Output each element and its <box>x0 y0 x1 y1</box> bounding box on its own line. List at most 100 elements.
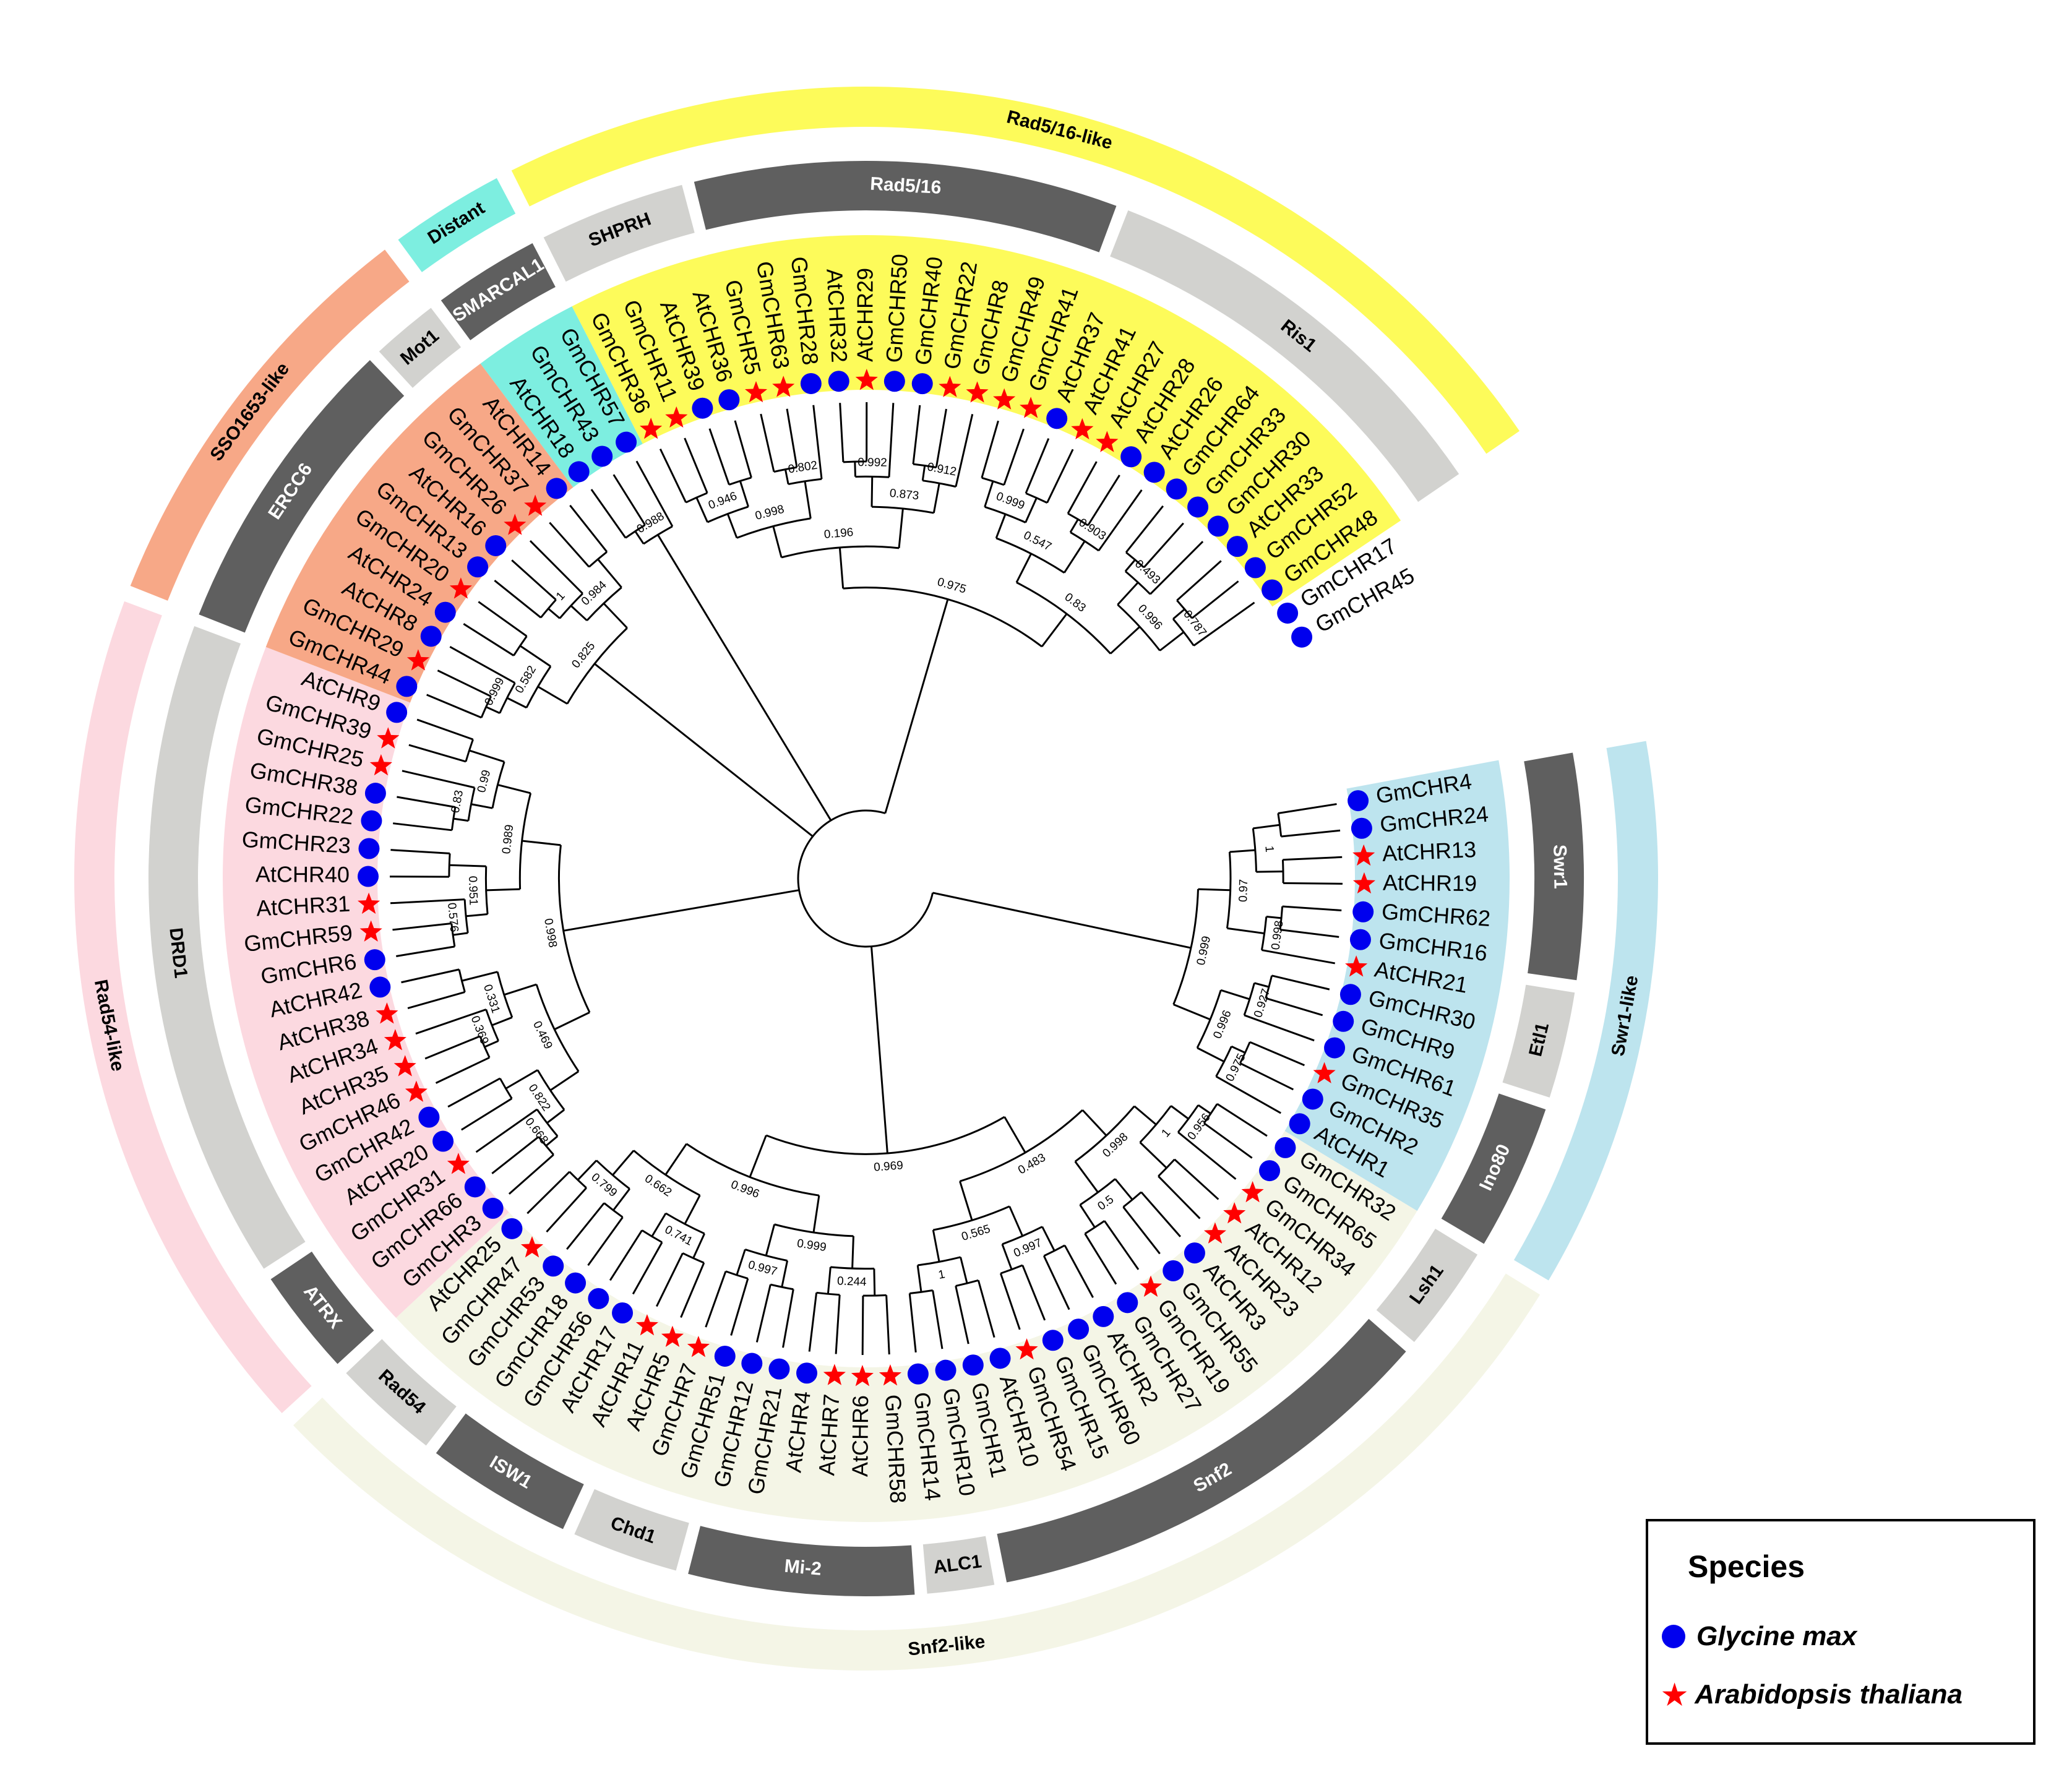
bootstrap-label: 0.996 <box>729 1178 761 1201</box>
glycine-marker-icon <box>546 478 567 499</box>
subfamily-band <box>379 308 462 388</box>
bootstrap-label: 0.912 <box>926 460 958 478</box>
group-band <box>511 87 1520 454</box>
branch-segment <box>782 1289 794 1348</box>
group-band <box>1513 741 1658 1281</box>
arabidopsis-marker-icon <box>635 1314 658 1336</box>
glycine-marker-icon <box>1068 1318 1090 1340</box>
branch-segment <box>1117 582 1139 606</box>
branch-segment <box>1069 518 1079 533</box>
branch-segment <box>739 480 749 507</box>
glycine-marker-icon <box>1349 929 1371 950</box>
branch-segment <box>1256 870 1284 873</box>
bootstrap-label: 0.992 <box>858 456 887 470</box>
branch-segment <box>977 1280 995 1338</box>
branch-segment <box>784 469 789 484</box>
branch-segment <box>730 1278 749 1336</box>
branch-segment <box>570 604 588 621</box>
bootstrap-label: 0.99 <box>475 768 493 794</box>
branch-segment <box>1074 1161 1099 1194</box>
branch-arc <box>1122 1191 1142 1208</box>
subfamily-band <box>436 1413 584 1529</box>
bootstrap-label: 0.83 <box>1062 591 1088 615</box>
arabidopsis-marker-icon <box>524 494 547 516</box>
branch-segment <box>1079 1204 1096 1228</box>
arabidopsis-marker-icon <box>855 369 878 390</box>
bootstrap-label: 0.999 <box>994 490 1026 513</box>
branch-segment <box>984 481 994 507</box>
glycine-marker-icon <box>588 1288 609 1309</box>
bootstrap-label: 0.996 <box>1211 1009 1234 1041</box>
branch-segment <box>1231 1045 1246 1054</box>
branch-segment <box>935 408 947 468</box>
branch-segment <box>491 1016 513 1026</box>
group-label: SSO1653-like <box>206 359 293 465</box>
branch-segment <box>959 1181 973 1221</box>
glycine-marker-icon <box>692 397 713 419</box>
glycine-marker-icon <box>501 1218 523 1239</box>
branch-segment <box>504 983 537 996</box>
glycine-marker-icon <box>369 976 391 998</box>
glycine-marker-icon <box>768 1358 790 1380</box>
arabidopsis-marker-icon <box>993 388 1016 410</box>
branch-segment <box>873 1268 876 1296</box>
branch-segment <box>1063 540 1086 574</box>
glycine-marker-icon <box>434 601 456 623</box>
branch-segment <box>1041 613 1068 647</box>
branch-segment <box>664 1143 687 1176</box>
branch-segment <box>484 1039 499 1048</box>
arabidopsis-marker-icon <box>687 1335 710 1357</box>
arabidopsis-marker-icon <box>377 727 400 749</box>
branch-segment <box>390 898 465 905</box>
branch-segment <box>497 783 531 794</box>
branch-segment <box>705 1271 727 1328</box>
branch-segment <box>1172 608 1185 620</box>
branch-arc <box>513 635 528 656</box>
branch-segment <box>772 526 783 558</box>
branch-segment <box>1143 522 1184 569</box>
branch-segment <box>1041 1226 1055 1252</box>
group-band <box>74 601 312 1414</box>
branch-segment <box>1220 989 1250 1000</box>
branch-segment <box>506 697 527 709</box>
bootstrap-label: 0.998 <box>541 918 559 948</box>
branch-arc <box>467 787 476 821</box>
bootstrap-label: 1 <box>1159 1127 1174 1140</box>
legend-title: Species <box>1688 1549 1805 1584</box>
glycine-marker-icon <box>420 626 442 647</box>
glycine-marker-icon <box>568 461 590 483</box>
branch-arc <box>770 1283 794 1291</box>
subfamily-band <box>543 184 695 282</box>
glycine-marker-icon <box>935 1359 956 1381</box>
subfamily-band <box>1502 984 1575 1098</box>
branch-segment <box>827 1267 832 1294</box>
arabidopsis-marker-icon <box>405 1080 428 1102</box>
branch-arc <box>596 1159 630 1190</box>
bootstrap-label: 0.989 <box>500 824 516 855</box>
glycine-marker-icon <box>482 1197 504 1219</box>
branch-segment <box>635 460 674 527</box>
branch-arc <box>479 1036 491 1058</box>
branch-segment <box>932 1290 944 1349</box>
branch-arc <box>686 492 708 504</box>
branch-segment <box>634 530 645 544</box>
branch-segment <box>1173 1004 1211 1021</box>
branch-segment <box>1229 849 1255 853</box>
branch-segment <box>655 1252 684 1307</box>
arabidopsis-marker-icon <box>359 920 382 942</box>
branch-segment <box>1098 489 1143 551</box>
branch-segment <box>812 405 823 480</box>
branch-segment <box>594 663 814 837</box>
clade-highlight <box>265 363 574 703</box>
branch-segment <box>587 1216 624 1267</box>
branch-segment <box>546 1187 587 1233</box>
branch-segment <box>396 945 455 957</box>
glycine-marker-icon <box>364 783 386 804</box>
branch-segment <box>613 474 646 526</box>
branch-segment <box>1158 1176 1201 1219</box>
branch-segment <box>1025 438 1050 494</box>
branch-segment <box>932 483 940 514</box>
branch-segment <box>1174 1158 1219 1200</box>
branch-segment <box>548 608 561 619</box>
glycine-marker-icon <box>1275 1137 1296 1158</box>
